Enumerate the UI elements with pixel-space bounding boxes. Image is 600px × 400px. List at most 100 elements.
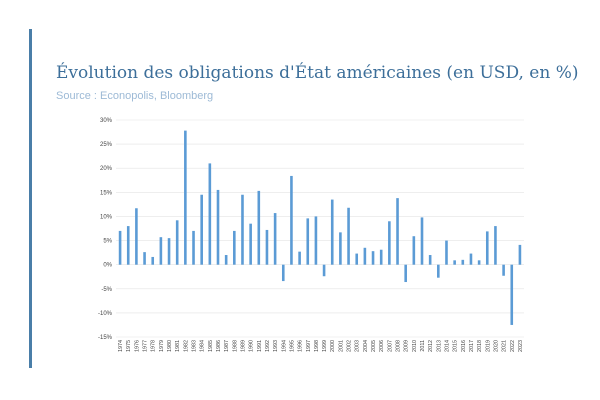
x-tick-label: 2019 (485, 340, 491, 352)
x-tick-label: 2020 (493, 340, 499, 352)
y-tick-label: 20% (100, 166, 113, 172)
bar-1994 (281, 264, 285, 282)
x-tick-label: 2016 (461, 340, 467, 352)
chart-title: Évolution des obligations d'État américa… (56, 63, 579, 83)
bar-1984 (200, 194, 203, 265)
x-tick-label: 2011 (420, 340, 426, 352)
x-tick-label: 1975 (126, 340, 132, 352)
bar-1989 (241, 194, 244, 265)
bar-1975 (126, 226, 130, 265)
x-tick-label: 1995 (289, 340, 295, 352)
chart-source: Source : Econopolis, Bloomberg (56, 90, 214, 102)
bar-1988 (233, 230, 236, 265)
bar-2015 (453, 260, 456, 265)
x-tick-label: 2015 (453, 340, 459, 352)
bar-1977 (143, 252, 146, 265)
bar-1974 (118, 230, 122, 265)
x-tick-label: 2008 (396, 340, 402, 352)
x-tick-label: 1991 (257, 340, 263, 352)
bar-2018 (477, 260, 481, 265)
bar-2002 (347, 207, 350, 265)
y-tick-label: 10% (100, 214, 113, 220)
x-tick-label: 1996 (298, 340, 304, 352)
x-tick-label: 1989 (240, 340, 246, 352)
x-tick-label: 2006 (379, 340, 385, 352)
x-tick-label: 2004 (363, 340, 369, 352)
x-tick-label: 1988 (232, 340, 238, 352)
bar-2012 (428, 255, 432, 265)
bar-2011 (420, 217, 424, 265)
x-tick-label: 1999 (322, 340, 328, 352)
x-tick-label: 1979 (159, 340, 165, 352)
x-tick-label: 1983 (192, 340, 198, 352)
x-axis-ticks: 1974 1975 1976 1977 1978 1979 1980 1981 1982 1983… (118, 340, 524, 352)
grid-lines (116, 119, 524, 338)
bar-2006 (379, 249, 383, 265)
bar-2003 (355, 253, 359, 265)
x-tick-label: 2022 (510, 340, 516, 352)
bar-1996 (298, 251, 301, 265)
x-tick-label: 1993 (273, 340, 279, 352)
x-tick-label: 2013 (436, 340, 442, 352)
bar-2007 (388, 221, 391, 265)
bar-1987 (224, 255, 228, 265)
x-tick-label: 2007 (387, 340, 393, 352)
bar-1986 (216, 189, 220, 265)
y-tick-label: 5% (103, 239, 112, 245)
x-tick-label: 1985 (208, 340, 214, 352)
bar-1990 (249, 223, 252, 265)
bar-1978 (151, 256, 155, 265)
x-tick-label: 1992 (265, 340, 271, 352)
bar-2017 (469, 253, 473, 265)
bar-2021 (502, 264, 505, 276)
x-tick-label: 1990 (249, 340, 255, 352)
bar-2010 (412, 236, 416, 265)
bar-2008 (396, 198, 399, 265)
bar-1992 (265, 229, 269, 265)
bar-2004 (363, 247, 367, 265)
y-tick-label: 25% (100, 142, 113, 148)
x-tick-label: 2002 (347, 340, 353, 352)
x-tick-label: 2023 (518, 340, 524, 352)
bar-2005 (371, 251, 375, 265)
bar-1981 (175, 220, 179, 265)
x-tick-label: 1997 (306, 340, 312, 352)
x-tick-label: 1977 (143, 340, 149, 352)
accent-bar (29, 29, 32, 368)
y-tick-label: 30% (100, 118, 113, 124)
bar-1999 (322, 264, 326, 277)
x-tick-label: 1980 (167, 340, 173, 352)
x-tick-label: 1978 (151, 340, 157, 352)
bar-2019 (485, 231, 489, 265)
y-tick-label: -5% (101, 287, 112, 293)
bar-1985 (208, 163, 212, 265)
y-tick-label: 0% (103, 263, 112, 269)
x-tick-label: 2021 (502, 340, 508, 352)
bar-1995 (290, 175, 293, 265)
bar-1980 (167, 238, 171, 265)
bar-1979 (159, 237, 163, 265)
bar-1997 (306, 218, 310, 265)
x-tick-label: 2009 (404, 340, 410, 352)
x-tick-label: 2012 (428, 340, 434, 352)
x-tick-label: 1994 (281, 340, 287, 352)
x-tick-label: 2018 (477, 340, 483, 352)
bar-2001 (339, 232, 342, 265)
x-tick-label: 2005 (371, 340, 377, 352)
x-tick-label: 1982 (183, 340, 189, 352)
bar-1983 (192, 230, 195, 265)
bar-2016 (461, 259, 465, 265)
x-tick-label: 2014 (444, 340, 450, 352)
x-tick-label: 1998 (314, 340, 320, 352)
x-tick-label: 1976 (134, 340, 140, 352)
x-tick-label: 2000 (330, 340, 336, 352)
bar-2009 (404, 264, 407, 283)
bar-1976 (135, 208, 138, 265)
x-tick-label: 2003 (355, 340, 361, 352)
x-tick-label: 1986 (216, 340, 222, 352)
y-tick-label: 15% (100, 190, 113, 196)
bar-1993 (273, 213, 277, 265)
bar-2022 (510, 264, 514, 325)
x-tick-label: 1984 (200, 340, 206, 352)
bar-1982 (184, 130, 187, 265)
